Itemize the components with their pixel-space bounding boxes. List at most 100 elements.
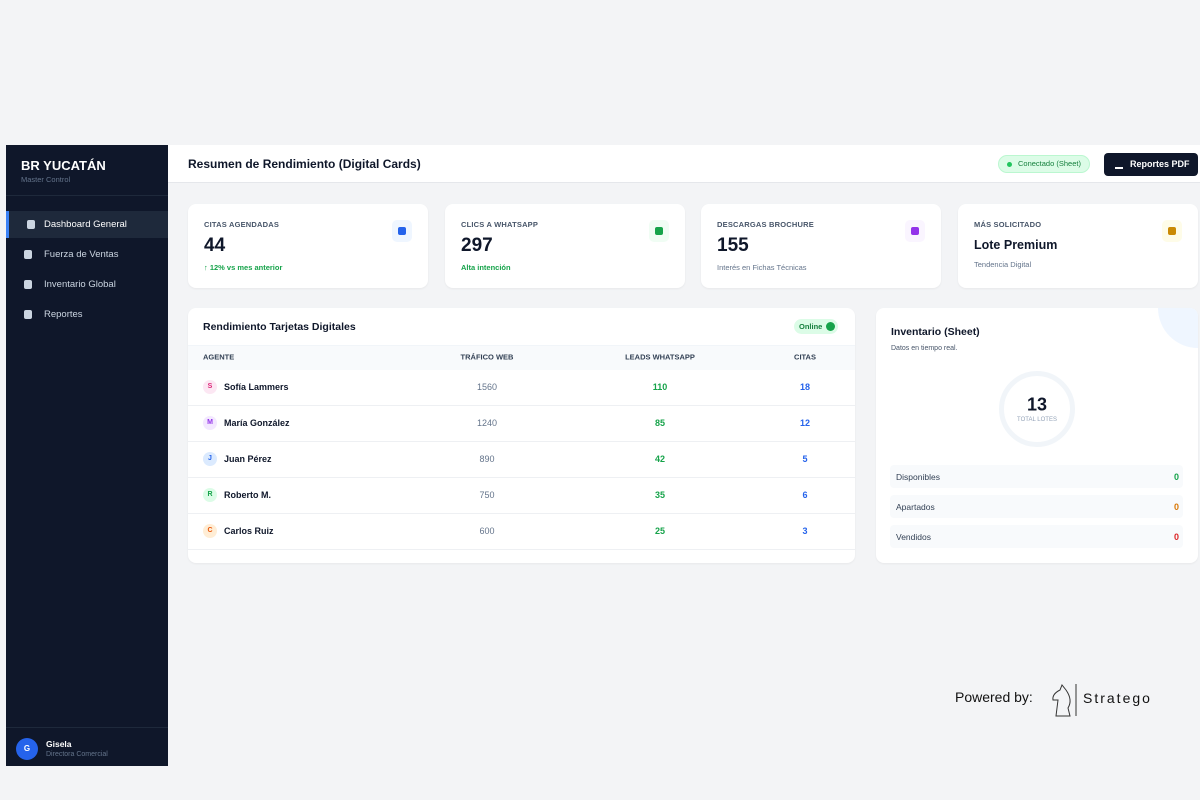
topbar: Resumen de Rendimiento (Digital Cards) C… (168, 145, 1200, 183)
agent-avatar: J (203, 452, 217, 466)
inventory-value: 0 (1173, 472, 1179, 482)
inventory-title: Inventario (Sheet) (891, 326, 980, 338)
table-card: Rendimiento Tarjetas Digitales Online AG… (188, 308, 855, 563)
inventory-label: Apartados (896, 502, 935, 512)
nav-item[interactable]: Fuerza de Ventas (6, 241, 168, 268)
total-label: TOTAL LOTES (1017, 417, 1057, 423)
kpi-note: Alta intención (461, 263, 511, 272)
column-header: CITAS (794, 352, 816, 362)
traffic: 750 (479, 490, 495, 500)
agent-avatar: S (203, 380, 217, 394)
agent-avatar: M (203, 416, 217, 430)
icon-glyph (398, 227, 406, 235)
traffic: 1240 (476, 418, 498, 428)
inventory-value: 0 (1173, 502, 1179, 512)
citas: 12 (799, 418, 811, 428)
logo-text: Stratego (1083, 690, 1152, 706)
inventory-row: Disponibles 0 (890, 465, 1183, 488)
kpi-value: 297 (461, 235, 493, 256)
inventory-label: Vendidos (896, 532, 931, 542)
kpi-note: ↑ 12% vs mes anterior (204, 263, 283, 272)
kpi-card: MÁS SOLICITADO Lote Premium Tendencia Digi… (958, 204, 1198, 288)
nav-item[interactable]: Inventario Global (6, 271, 168, 298)
row-divider (188, 477, 855, 478)
inventory-subtitle: Datos en tiempo real. (891, 345, 958, 352)
kpi-value: 155 (717, 235, 749, 256)
table-title: Rendimiento Tarjetas Digitales (203, 321, 356, 333)
status-badge: Conectado (Sheet) (998, 155, 1090, 173)
leads: 85 (654, 418, 666, 428)
nav-label: Fuerza de Ventas (44, 249, 119, 260)
sidebar: BR YUCATÁN Master Control Dashboard Gene… (6, 145, 168, 766)
decoration (1158, 308, 1198, 348)
pdf-button[interactable]: Reportes PDF (1104, 153, 1198, 176)
kpi-icon (905, 220, 925, 242)
agent-name: Juan Pérez (224, 454, 272, 464)
status-text: Conectado (Sheet) (1018, 159, 1081, 168)
divider (6, 727, 168, 728)
kpi-card: DESCARGAS BROCHURE 155 Interés en Fichas T… (701, 204, 941, 288)
avatar: G (16, 738, 38, 760)
row-divider (188, 549, 855, 550)
kpi-icon (1162, 220, 1182, 242)
row-divider (188, 513, 855, 514)
button-label: Reportes PDF (1130, 159, 1190, 169)
leads: 110 (652, 382, 668, 392)
kpi-label: CITAS AGENDADAS (204, 220, 280, 229)
kpi-icon (649, 220, 669, 242)
row-divider (188, 405, 855, 406)
citas: 3 (802, 526, 808, 536)
icon-glyph (1168, 227, 1176, 235)
leads: 35 (654, 490, 666, 500)
kpi-card: CITAS AGENDADAS 44 ↑ 12% vs mes anterior (188, 204, 428, 288)
agent-avatar: C (203, 524, 217, 538)
nav-label: Dashboard General (44, 219, 127, 230)
kpi-value: 44 (204, 235, 226, 256)
column-header: AGENTE (203, 352, 235, 362)
agent-name: Roberto M. (224, 490, 271, 500)
inventory-value: 0 (1173, 532, 1179, 542)
row-divider (188, 441, 855, 442)
kpi-icon (392, 220, 412, 242)
agent-name: Carlos Ruiz (224, 526, 274, 536)
citas: 5 (802, 454, 808, 464)
agent-avatar: R (203, 488, 217, 502)
leads: 25 (654, 526, 666, 536)
traffic: 600 (479, 526, 495, 536)
user-role: Directora Comercial (46, 751, 108, 758)
divider (6, 195, 168, 196)
inventory-label: Disponibles (896, 472, 940, 482)
inventory-card: Inventario (Sheet) Datos en tiempo real.… (876, 308, 1198, 563)
icon-glyph (911, 227, 919, 235)
kpi-value: Lote Premium (974, 238, 1058, 252)
agent-name: Sofía Lammers (224, 382, 289, 392)
user-name: Gisela (46, 739, 72, 749)
brand-subtitle: Master Control (21, 175, 71, 184)
kpi-label: DESCARGAS BROCHURE (717, 220, 814, 229)
leads: 42 (654, 454, 666, 464)
kpi-card: CLICS A WHATSAPP 297 Alta intención (445, 204, 685, 288)
nav-label: Inventario Global (44, 279, 116, 290)
inventory-row: Vendidos 0 (890, 525, 1183, 548)
online-badge: Online (794, 319, 839, 334)
total-value: 13 (1026, 394, 1048, 415)
inventory-row: Apartados 0 (890, 495, 1183, 518)
logo-icon (1052, 684, 1077, 717)
nav-item[interactable]: Dashboard General (6, 211, 168, 238)
page-title: Resumen de Rendimiento (Digital Cards) (188, 157, 421, 171)
kpi-label: MÁS SOLICITADO (974, 220, 1042, 229)
icon-glyph (655, 227, 663, 235)
total-ring (999, 371, 1075, 447)
traffic: 890 (479, 454, 495, 464)
traffic: 1560 (476, 382, 498, 392)
citas: 6 (802, 490, 808, 500)
agent-name: María González (224, 418, 290, 428)
powered-by: Powered by: (955, 689, 1033, 705)
column-header: TRÁFICO WEB (460, 352, 514, 362)
kpi-note: Tendencia Digital (974, 260, 1032, 269)
kpi-note: Interés en Fichas Técnicas (717, 263, 807, 272)
nav-label: Reportes (44, 309, 83, 320)
nav-item[interactable]: Reportes (6, 301, 168, 328)
badge-text: Online (799, 322, 823, 331)
